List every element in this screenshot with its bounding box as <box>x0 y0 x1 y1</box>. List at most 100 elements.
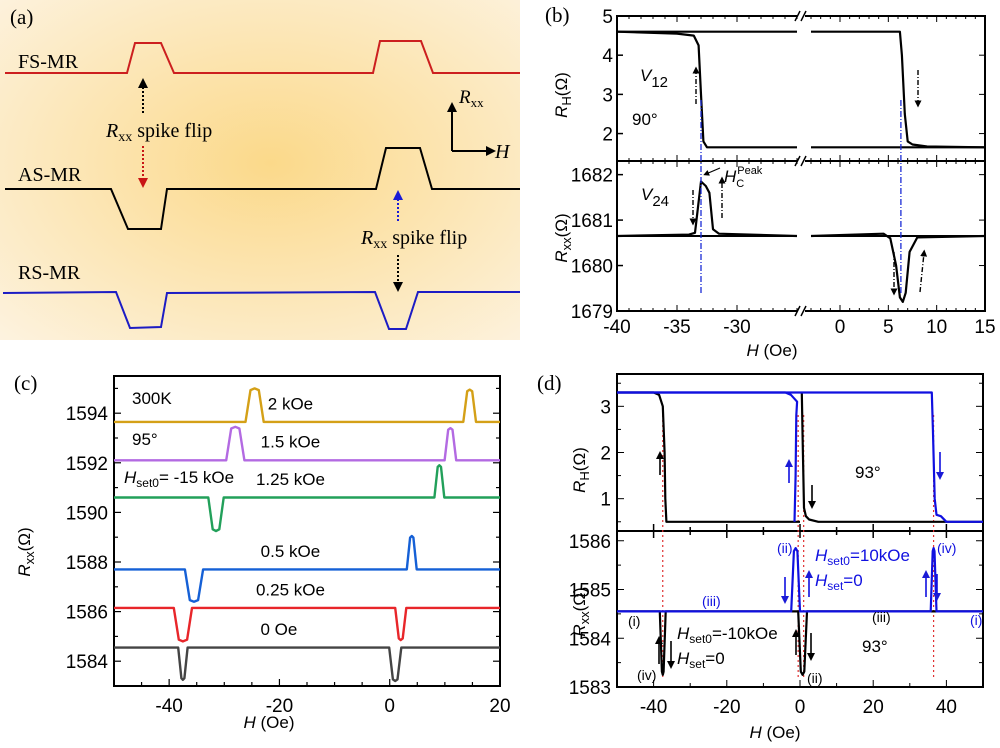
panel-b-xtick-label: 0 <box>835 317 846 338</box>
roman-iv-black: (iv) <box>637 667 656 683</box>
roman-iii-blue: (iii) <box>702 593 721 609</box>
panel-b-bottom-y-tick-label: 1680 <box>571 257 613 278</box>
rs-mr-trace <box>2 290 520 330</box>
panel-d-bottom-angle: 93° <box>862 637 888 656</box>
panel-d-bottom-ytick-label: 1585 <box>569 581 611 602</box>
axis-y-label: Rxx <box>458 87 484 110</box>
panel-c-series-1.25-kOe <box>114 464 500 533</box>
panel-b-xtick-label: -30 <box>723 317 750 338</box>
panel-c-series-1.5-kOe <box>114 425 500 462</box>
flip-label-1: Rxx spike flip <box>105 120 212 145</box>
panel-b-bottom-y-tick-label: 1681 <box>571 211 613 232</box>
panel-c-ytick-label: 1590 <box>66 503 108 524</box>
panel-c-series-label: 0 Oe <box>260 620 297 639</box>
panel-c-ytick-label: 1586 <box>66 603 108 624</box>
panel-d-blue-hset: Hset=0 <box>815 571 863 593</box>
axis-x-label: H <box>494 141 511 163</box>
panel-d-bottom-ylabel: Rxx(Ω) <box>570 587 592 636</box>
panel-d-top-series-3 <box>617 391 799 522</box>
panel-b-sweep-arrow <box>919 249 928 293</box>
axis-break-gap <box>798 12 805 20</box>
panel-b-plot: -40 -35 -30 0 5 10 15 5 4 3 2 1682 1681 1680 1679 <box>571 7 996 338</box>
panel-b-top-y-tick-label: 3 <box>602 85 613 106</box>
panel-b-top-y-tick-label: 2 <box>602 125 613 146</box>
panel-b-top-series-1 <box>811 30 986 149</box>
panel-b-xtick-label: -40 <box>603 317 630 338</box>
axis-break-gap <box>798 307 805 315</box>
panel-d-top-ytick-label: 1 <box>600 490 611 511</box>
as-mr-trace <box>5 147 520 230</box>
roman-i-black: (i) <box>628 613 640 629</box>
panel-b: (b) -40 -35 -30 0 5 10 1554321682168116801679 … <box>545 3 996 360</box>
axis-break-mark <box>800 305 807 317</box>
axis-break-mark <box>800 155 807 167</box>
panel-c-series-0.25-kOe <box>114 606 500 643</box>
panel-d: (d) -40 -20 0 20 40 3 2 1 1586 1585 1584 1583 RH(Ω)… <box>537 371 984 742</box>
panel-d-top-series-2 <box>617 391 983 523</box>
panel-c-xtick-label: 0 <box>384 696 395 717</box>
panel-c-series-0-Oe <box>114 646 500 683</box>
panel-d-bottom-ytick-label: 1586 <box>569 532 611 553</box>
panel-d-bottom-ytick-label: 1584 <box>569 629 612 650</box>
panel-c-ytick-label: 1592 <box>66 454 108 475</box>
panel-b-xtick-label: 5 <box>883 317 894 338</box>
panel-c-hset0-label: Hset0= -15 kOe <box>124 468 234 490</box>
roman-ii-blue: (ii) <box>777 540 793 556</box>
panel-c-xlabel: H (Oe) <box>243 713 294 732</box>
panel-c-ylabel: Rxx(Ω) <box>15 527 37 576</box>
panel-c-series-label: 1.25 kOe <box>256 470 325 489</box>
panel-a: (a) FS-MR AS-MR RS-MR Rxx spike flip Rxx… <box>0 0 520 340</box>
label-rs-mr: RS-MR <box>18 262 81 284</box>
panel-b-bottom-series-1 <box>810 232 986 303</box>
panel-c: (c) -40 -20 0 20 1594 1592 1590 1588 1586 1584 2 k… <box>14 371 511 732</box>
panel-c-series-0.5-kOe <box>114 534 500 603</box>
panel-b-xlabel: H (Oe) <box>746 341 797 360</box>
fs-mr-trace <box>5 40 520 74</box>
panel-c-xtick-label: -40 <box>155 696 182 717</box>
panel-c-series-label: 1.5 kOe <box>261 433 321 452</box>
panel-c-xtick-label: 20 <box>489 696 510 717</box>
panel-d-xlabel: H (Oe) <box>749 723 800 742</box>
panel-c-series-label: 2 kOe <box>268 394 313 413</box>
label-as-mr: AS-MR <box>18 164 82 186</box>
panel-d-bottom-series-0 <box>617 610 983 676</box>
panel-d-bottom-series-1 <box>617 547 983 613</box>
panel-b-xtick-label: 10 <box>926 317 947 338</box>
panel-d-xtick-label: 0 <box>795 697 806 718</box>
panel-b-angle-label: 90° <box>632 110 658 129</box>
panel-b-xtick-label: -35 <box>663 317 690 338</box>
panel-b-top-y-tick-label: 4 <box>602 46 613 67</box>
panel-b-bottom-y-tick-label: 1682 <box>571 166 613 187</box>
panel-b-bottom-series-0 <box>616 180 798 238</box>
panel-a-letter: (a) <box>10 5 33 29</box>
axis-break-mark <box>800 10 807 22</box>
panel-c-series-label: 0.25 kOe <box>256 580 325 599</box>
panel-d-top-series-0 <box>617 391 800 523</box>
panel-d-top-angle: 93° <box>855 463 881 482</box>
panel-d-top-series-1 <box>800 392 983 523</box>
panel-b-v24-label: V24 <box>641 185 669 210</box>
panel-b-peak-pointer <box>703 167 721 176</box>
roman-iii-black: (iii) <box>872 609 891 625</box>
panel-d-black-hset0: Hset0=-10kOe <box>677 624 778 646</box>
panel-d-xtick-label: 20 <box>863 697 884 718</box>
roman-ii-black: (ii) <box>807 670 823 686</box>
panel-d-plot: -40 -20 0 20 40 3 2 1 1586 1585 1584 1583 <box>569 373 984 718</box>
label-fs-mr: FS-MR <box>18 51 79 73</box>
panel-d-blue-hset0: Hset0=10kOe <box>815 546 910 568</box>
flip-label-2: Rxx spike flip <box>360 227 467 252</box>
panel-b-bottom-y-tick-label: 1679 <box>571 302 613 323</box>
panel-d-xtick-label: -40 <box>640 697 667 718</box>
axis-break-gap <box>798 157 805 165</box>
panel-c-xtick-label: -20 <box>266 696 293 717</box>
panel-b-top-y-tick-label: 5 <box>602 7 613 28</box>
panel-b-top-series-0 <box>616 30 797 149</box>
panel-c-ytick-label: 1594 <box>66 404 109 425</box>
panel-c-ytick-label: 1584 <box>66 652 109 673</box>
panel-c-series-2-kOe <box>114 387 500 424</box>
panel-c-ytick-label: 1588 <box>66 553 108 574</box>
panel-c-letter: (c) <box>14 371 37 395</box>
axes-icon: Rxx H <box>447 87 511 163</box>
panel-d-top-ytick-label: 3 <box>600 397 611 418</box>
